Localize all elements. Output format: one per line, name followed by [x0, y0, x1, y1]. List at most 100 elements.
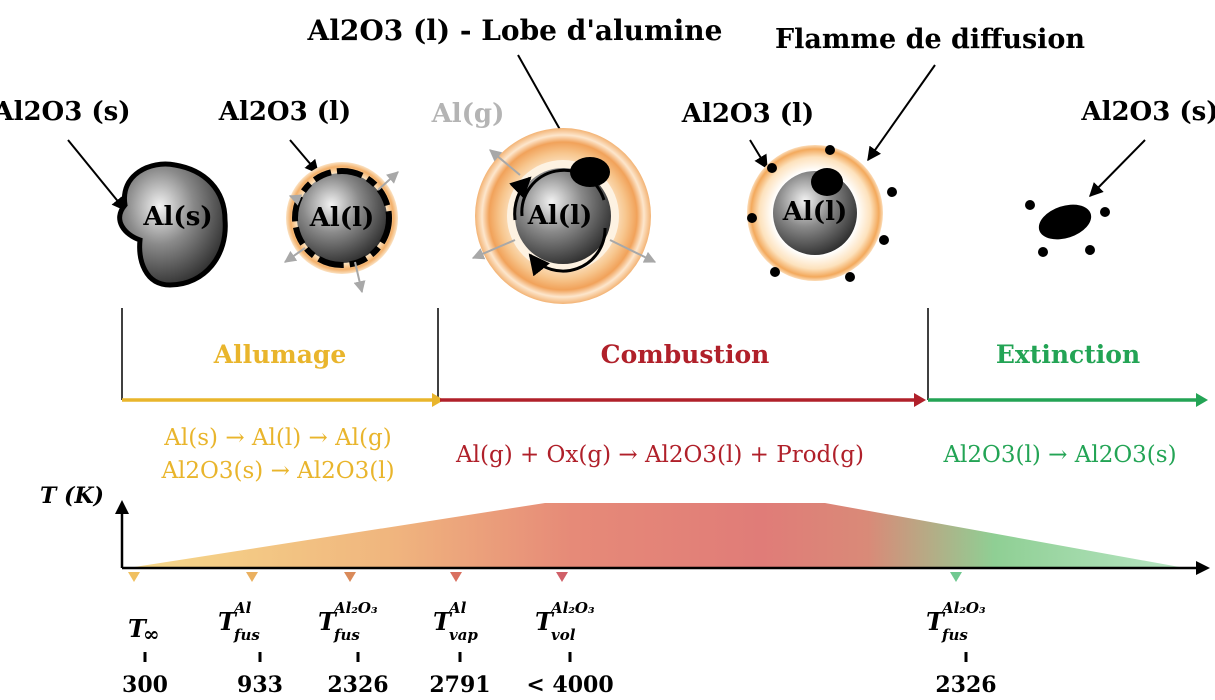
marker-value: 933	[237, 672, 283, 698]
pointer-arrow-oxide-solid-right	[1089, 139, 1146, 197]
oxide-droplet	[825, 145, 835, 155]
temperature-marker	[950, 572, 962, 582]
particle-2-core-label: Al(l)	[309, 203, 375, 233]
marker-value: 300	[122, 672, 168, 698]
label-al-gas: Al(g)	[431, 99, 505, 129]
marker-symbol-t-vol-al2o3: T Al₂O₃ vol	[535, 599, 595, 644]
svg-text:fus: fus	[941, 626, 968, 644]
svg-text:∞: ∞	[143, 622, 160, 646]
particle-4-core-label: Al(l)	[782, 197, 848, 227]
phase-arrow-extinction-head	[1196, 393, 1208, 407]
svg-text:Al₂O₃: Al₂O₃	[940, 599, 986, 617]
marker-symbol-t-fus-al: T Al fus	[218, 599, 260, 644]
pointer-arrow-oxide-liquid-2	[289, 139, 319, 175]
svg-text:Al₂O₃: Al₂O₃	[332, 599, 378, 617]
particle-ignition: Al(l)	[284, 162, 399, 294]
svg-text:Al: Al	[447, 599, 467, 617]
alumina-lobe	[570, 157, 610, 187]
oxide-droplet	[887, 187, 897, 197]
reaction-extinction: Al2O3(l) → Al2O3(s)	[942, 442, 1176, 468]
svg-text:vap: vap	[449, 626, 478, 644]
vapor-arrow	[471, 239, 516, 260]
temperature-marker	[128, 572, 140, 582]
svg-text:T: T	[218, 607, 238, 636]
marker-symbol-t-infinity: T ∞	[128, 614, 160, 646]
svg-text:Al₂O₃: Al₂O₃	[549, 599, 595, 617]
label-oxide-liquid-2: Al2O3 (l)	[218, 97, 351, 127]
particle-3-core	[515, 168, 611, 264]
temperature-marker	[344, 572, 356, 582]
svg-text:fus: fus	[333, 626, 360, 644]
reaction-combustion: Al(g) + Ox(g) → Al2O3(l) + Prod(g)	[455, 442, 864, 468]
particle-late-combustion: Al(l)	[747, 145, 897, 282]
marker-symbol-t-vap-al: T Al vap	[433, 599, 478, 644]
svg-text:T: T	[433, 607, 453, 636]
phase-label-combustion: Combustion	[601, 340, 770, 369]
vapor-arrow	[377, 171, 399, 191]
marker-value: 2326	[935, 672, 996, 698]
phase-timeline: Allumage Combustion Extinction	[121, 308, 1208, 407]
marker-symbol-t-fus-al2o3-right: T Al₂O₃ fus	[926, 599, 986, 644]
label-diffusion-flame: Flamme de diffusion	[775, 24, 1085, 55]
pointer-arrow-oxide-liquid-4	[749, 139, 768, 170]
pointer-arrow-oxide-solid-left	[67, 139, 126, 212]
label-oxide-liquid-4: Al2O3 (l)	[681, 99, 814, 129]
particle-3-core-label: Al(l)	[527, 201, 593, 231]
oxide-droplet	[879, 235, 889, 245]
marker-value: 2791	[429, 672, 490, 698]
vapor-arrow	[284, 247, 306, 263]
temperature-profile: T (K) T ∞ T Al fus T Al₂O₃ fus T Al vap …	[40, 483, 1210, 698]
svg-text:T: T	[318, 607, 338, 636]
particle-3-flow	[509, 176, 532, 221]
oxide-droplet	[747, 213, 757, 223]
oxide-droplet	[1085, 245, 1095, 255]
marker-value: < 4000	[526, 672, 613, 698]
phase-label-allumage: Allumage	[213, 340, 347, 369]
temperature-x-axis-head	[1196, 561, 1210, 575]
temperature-y-axis-head	[115, 500, 129, 514]
oxide-droplet	[1100, 207, 1110, 217]
svg-text:vol: vol	[551, 626, 576, 644]
particle-solid-core	[117, 161, 228, 288]
label-oxide-solid-left: Al2O3 (s)	[0, 97, 131, 127]
svg-text:Al: Al	[232, 599, 252, 617]
particle-2-oxide-layer	[292, 168, 392, 268]
temperature-marker	[556, 572, 568, 582]
phase-arrow-allumage-head	[432, 393, 444, 407]
vapor-arrow	[609, 239, 657, 263]
marker-symbol-t-fus-al2o3: T Al₂O₃ fus	[318, 599, 378, 644]
particle-1-core-label: Al(s)	[142, 202, 212, 232]
reaction-allumage-2: Al2O3(s) → Al2O3(l)	[160, 458, 394, 484]
oxide-residue-lobe	[1038, 204, 1092, 240]
oxide-droplet	[1038, 247, 1048, 257]
temperature-marker	[450, 572, 462, 582]
svg-text:fus: fus	[233, 626, 260, 644]
label-alumina-lobe: Al2O3 (l) - Lobe d'alumine	[307, 14, 723, 47]
particle-solid: Al(s)	[117, 161, 228, 288]
oxide-droplet	[1025, 200, 1035, 210]
svg-text:T: T	[128, 614, 148, 643]
particle-3-flow	[528, 227, 607, 277]
pointer-arrow-flame	[867, 64, 936, 162]
vapor-arrow	[489, 149, 521, 176]
vapor-arrow	[288, 194, 303, 206]
marker-value: 2326	[327, 672, 388, 698]
oxide-droplet	[770, 267, 780, 277]
temperature-marker	[246, 572, 258, 582]
label-oxide-solid-right: Al2O3 (s)	[1080, 97, 1215, 127]
phase-arrow-combustion-head	[914, 393, 926, 407]
particle-combustion: Al(l)	[471, 128, 657, 304]
particle-2-core	[297, 173, 387, 263]
oxide-droplet	[767, 163, 777, 173]
oxide-droplet	[845, 272, 855, 282]
oxide-residue	[1025, 200, 1110, 257]
temperature-axis-label: T (K)	[40, 483, 104, 509]
particle-4-lobe	[811, 168, 843, 196]
temperature-area	[128, 503, 1185, 568]
phase-label-extinction: Extinction	[996, 340, 1140, 369]
svg-text:T: T	[926, 607, 946, 636]
reaction-allumage-1: Al(s) → Al(l) → Al(g)	[163, 425, 391, 451]
vapor-arrow	[353, 261, 366, 294]
svg-text:T: T	[535, 607, 555, 636]
